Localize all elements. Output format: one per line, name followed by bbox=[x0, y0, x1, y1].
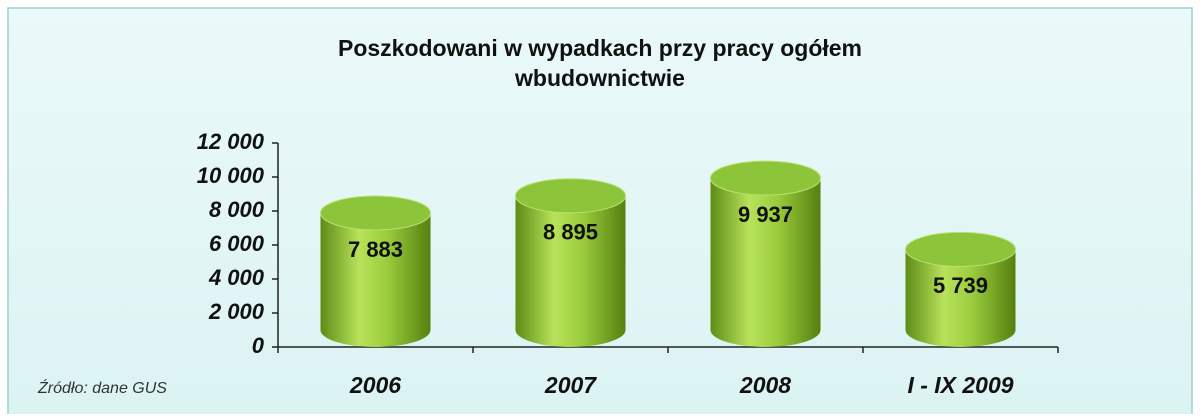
bar bbox=[515, 178, 626, 347]
cylinder-body bbox=[905, 249, 1016, 347]
cylinder-top bbox=[515, 178, 626, 214]
cylinder-body bbox=[710, 178, 821, 347]
cylinder-top bbox=[710, 160, 821, 196]
value-label: 5 739 bbox=[933, 273, 988, 298]
x-tick-label: I - IX 2009 bbox=[907, 372, 1013, 398]
x-tick-label: 2006 bbox=[349, 372, 401, 398]
cylinder-body bbox=[320, 212, 431, 347]
cylinder-body bbox=[515, 195, 626, 347]
y-tick-label: 0 bbox=[252, 333, 265, 358]
y-tick-label: 4 000 bbox=[208, 265, 265, 290]
cylinder-top bbox=[320, 195, 431, 231]
bar bbox=[320, 195, 431, 347]
x-tick-label: 2007 bbox=[544, 372, 597, 398]
value-label: 7 883 bbox=[348, 237, 403, 262]
value-label: 8 895 bbox=[543, 220, 598, 245]
y-tick-label: 8 000 bbox=[209, 197, 265, 222]
chart-subtitle: wbudownictwie bbox=[514, 65, 685, 91]
bar bbox=[710, 160, 821, 347]
y-tick-label: 12 000 bbox=[197, 129, 265, 154]
y-tick-label: 2 000 bbox=[208, 299, 265, 324]
x-tick-label: 2008 bbox=[739, 372, 791, 398]
source: Źródło: dane GUS bbox=[37, 378, 167, 397]
bar bbox=[905, 231, 1016, 347]
value-label: 9 937 bbox=[738, 202, 793, 227]
chart-title: Poszkodowani w wypadkach przy pracy ogół… bbox=[338, 35, 862, 61]
y-tick-label: 10 000 bbox=[197, 163, 265, 188]
y-tick-label: 6 000 bbox=[209, 231, 265, 256]
cylinder-top bbox=[905, 231, 1016, 267]
